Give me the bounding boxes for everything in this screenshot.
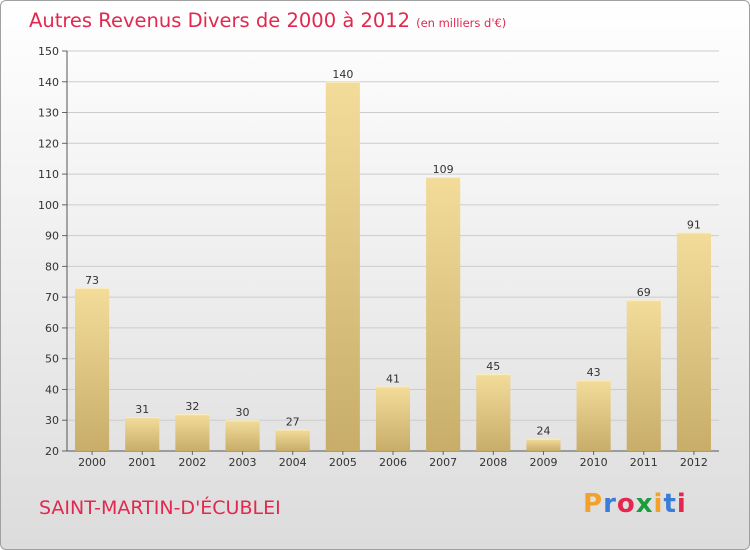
logo-letter: t bbox=[663, 489, 677, 519]
bar-value-label: 91 bbox=[687, 219, 701, 232]
x-tick-label: 2002 bbox=[178, 456, 206, 469]
chart-title: Autres Revenus Divers de 2000 à 2012 (en … bbox=[29, 9, 506, 32]
y-tick-label: 60 bbox=[45, 322, 59, 335]
town-name: SAINT-MARTIN-D'ÉCUBLEI bbox=[39, 497, 281, 519]
x-tick-label: 2006 bbox=[379, 456, 407, 469]
y-tick-label: 80 bbox=[45, 260, 59, 273]
x-tick-label: 2008 bbox=[479, 456, 507, 469]
bar bbox=[375, 386, 411, 451]
chart-title-text: Autres Revenus Divers de 2000 à 2012 bbox=[29, 9, 411, 32]
bar-value-label: 32 bbox=[185, 400, 199, 413]
x-tick-label: 2011 bbox=[630, 456, 658, 469]
bar-value-label: 27 bbox=[286, 415, 300, 428]
logo-letter: o bbox=[616, 489, 636, 519]
bar-value-label: 43 bbox=[587, 366, 601, 379]
logo-letter: i bbox=[676, 489, 687, 519]
bar bbox=[175, 414, 210, 451]
y-tick-label: 140 bbox=[38, 76, 59, 89]
x-tick-label: 2010 bbox=[580, 456, 608, 469]
bar bbox=[626, 300, 661, 451]
bar-value-label: 30 bbox=[236, 406, 250, 419]
x-tick-label: 2005 bbox=[329, 456, 357, 469]
y-tick-label: 40 bbox=[45, 383, 59, 396]
x-tick-label: 2012 bbox=[680, 456, 708, 469]
y-tick-label: 120 bbox=[38, 137, 59, 150]
bar-value-label: 45 bbox=[486, 360, 500, 373]
y-tick-label: 100 bbox=[38, 199, 59, 212]
logo-letter: r bbox=[603, 489, 617, 519]
chart-subtitle: (en milliers d'€) bbox=[416, 16, 507, 30]
x-tick-label: 2003 bbox=[229, 456, 257, 469]
y-tick-label: 130 bbox=[38, 107, 59, 120]
bar bbox=[426, 177, 461, 451]
bar bbox=[576, 380, 611, 451]
y-tick-label: 30 bbox=[45, 414, 59, 427]
bar bbox=[75, 287, 110, 451]
bar-value-label: 41 bbox=[386, 372, 400, 385]
logo-letter: x bbox=[635, 489, 654, 519]
x-tick-label: 2001 bbox=[128, 456, 156, 469]
bar bbox=[476, 374, 511, 451]
y-tick-label: 150 bbox=[38, 45, 59, 58]
x-tick-label: 2009 bbox=[529, 456, 557, 469]
logo-letter: P bbox=[583, 489, 604, 519]
y-tick-label: 70 bbox=[45, 291, 59, 304]
y-tick-label: 110 bbox=[38, 168, 59, 181]
bar-value-label: 24 bbox=[536, 425, 550, 438]
bar bbox=[526, 438, 561, 451]
bar bbox=[275, 429, 310, 451]
bar bbox=[225, 420, 260, 451]
x-tick-label: 2000 bbox=[78, 456, 106, 469]
x-tick-label: 2007 bbox=[429, 456, 457, 469]
y-tick-label: 90 bbox=[45, 230, 59, 243]
proxiti-logo: Proxiti bbox=[583, 489, 687, 519]
bar bbox=[676, 232, 711, 451]
bar-value-label: 73 bbox=[85, 274, 99, 287]
y-tick-label: 50 bbox=[45, 353, 59, 366]
bar-value-label: 69 bbox=[637, 286, 651, 299]
x-tick-label: 2004 bbox=[279, 456, 307, 469]
bar bbox=[125, 417, 160, 451]
logo-letter: i bbox=[653, 489, 664, 519]
y-tick-label: 20 bbox=[45, 445, 59, 458]
bar bbox=[325, 81, 360, 452]
bar-value-label: 31 bbox=[135, 403, 149, 416]
bar-value-label: 109 bbox=[433, 163, 454, 176]
bar-value-label: 140 bbox=[332, 68, 353, 81]
